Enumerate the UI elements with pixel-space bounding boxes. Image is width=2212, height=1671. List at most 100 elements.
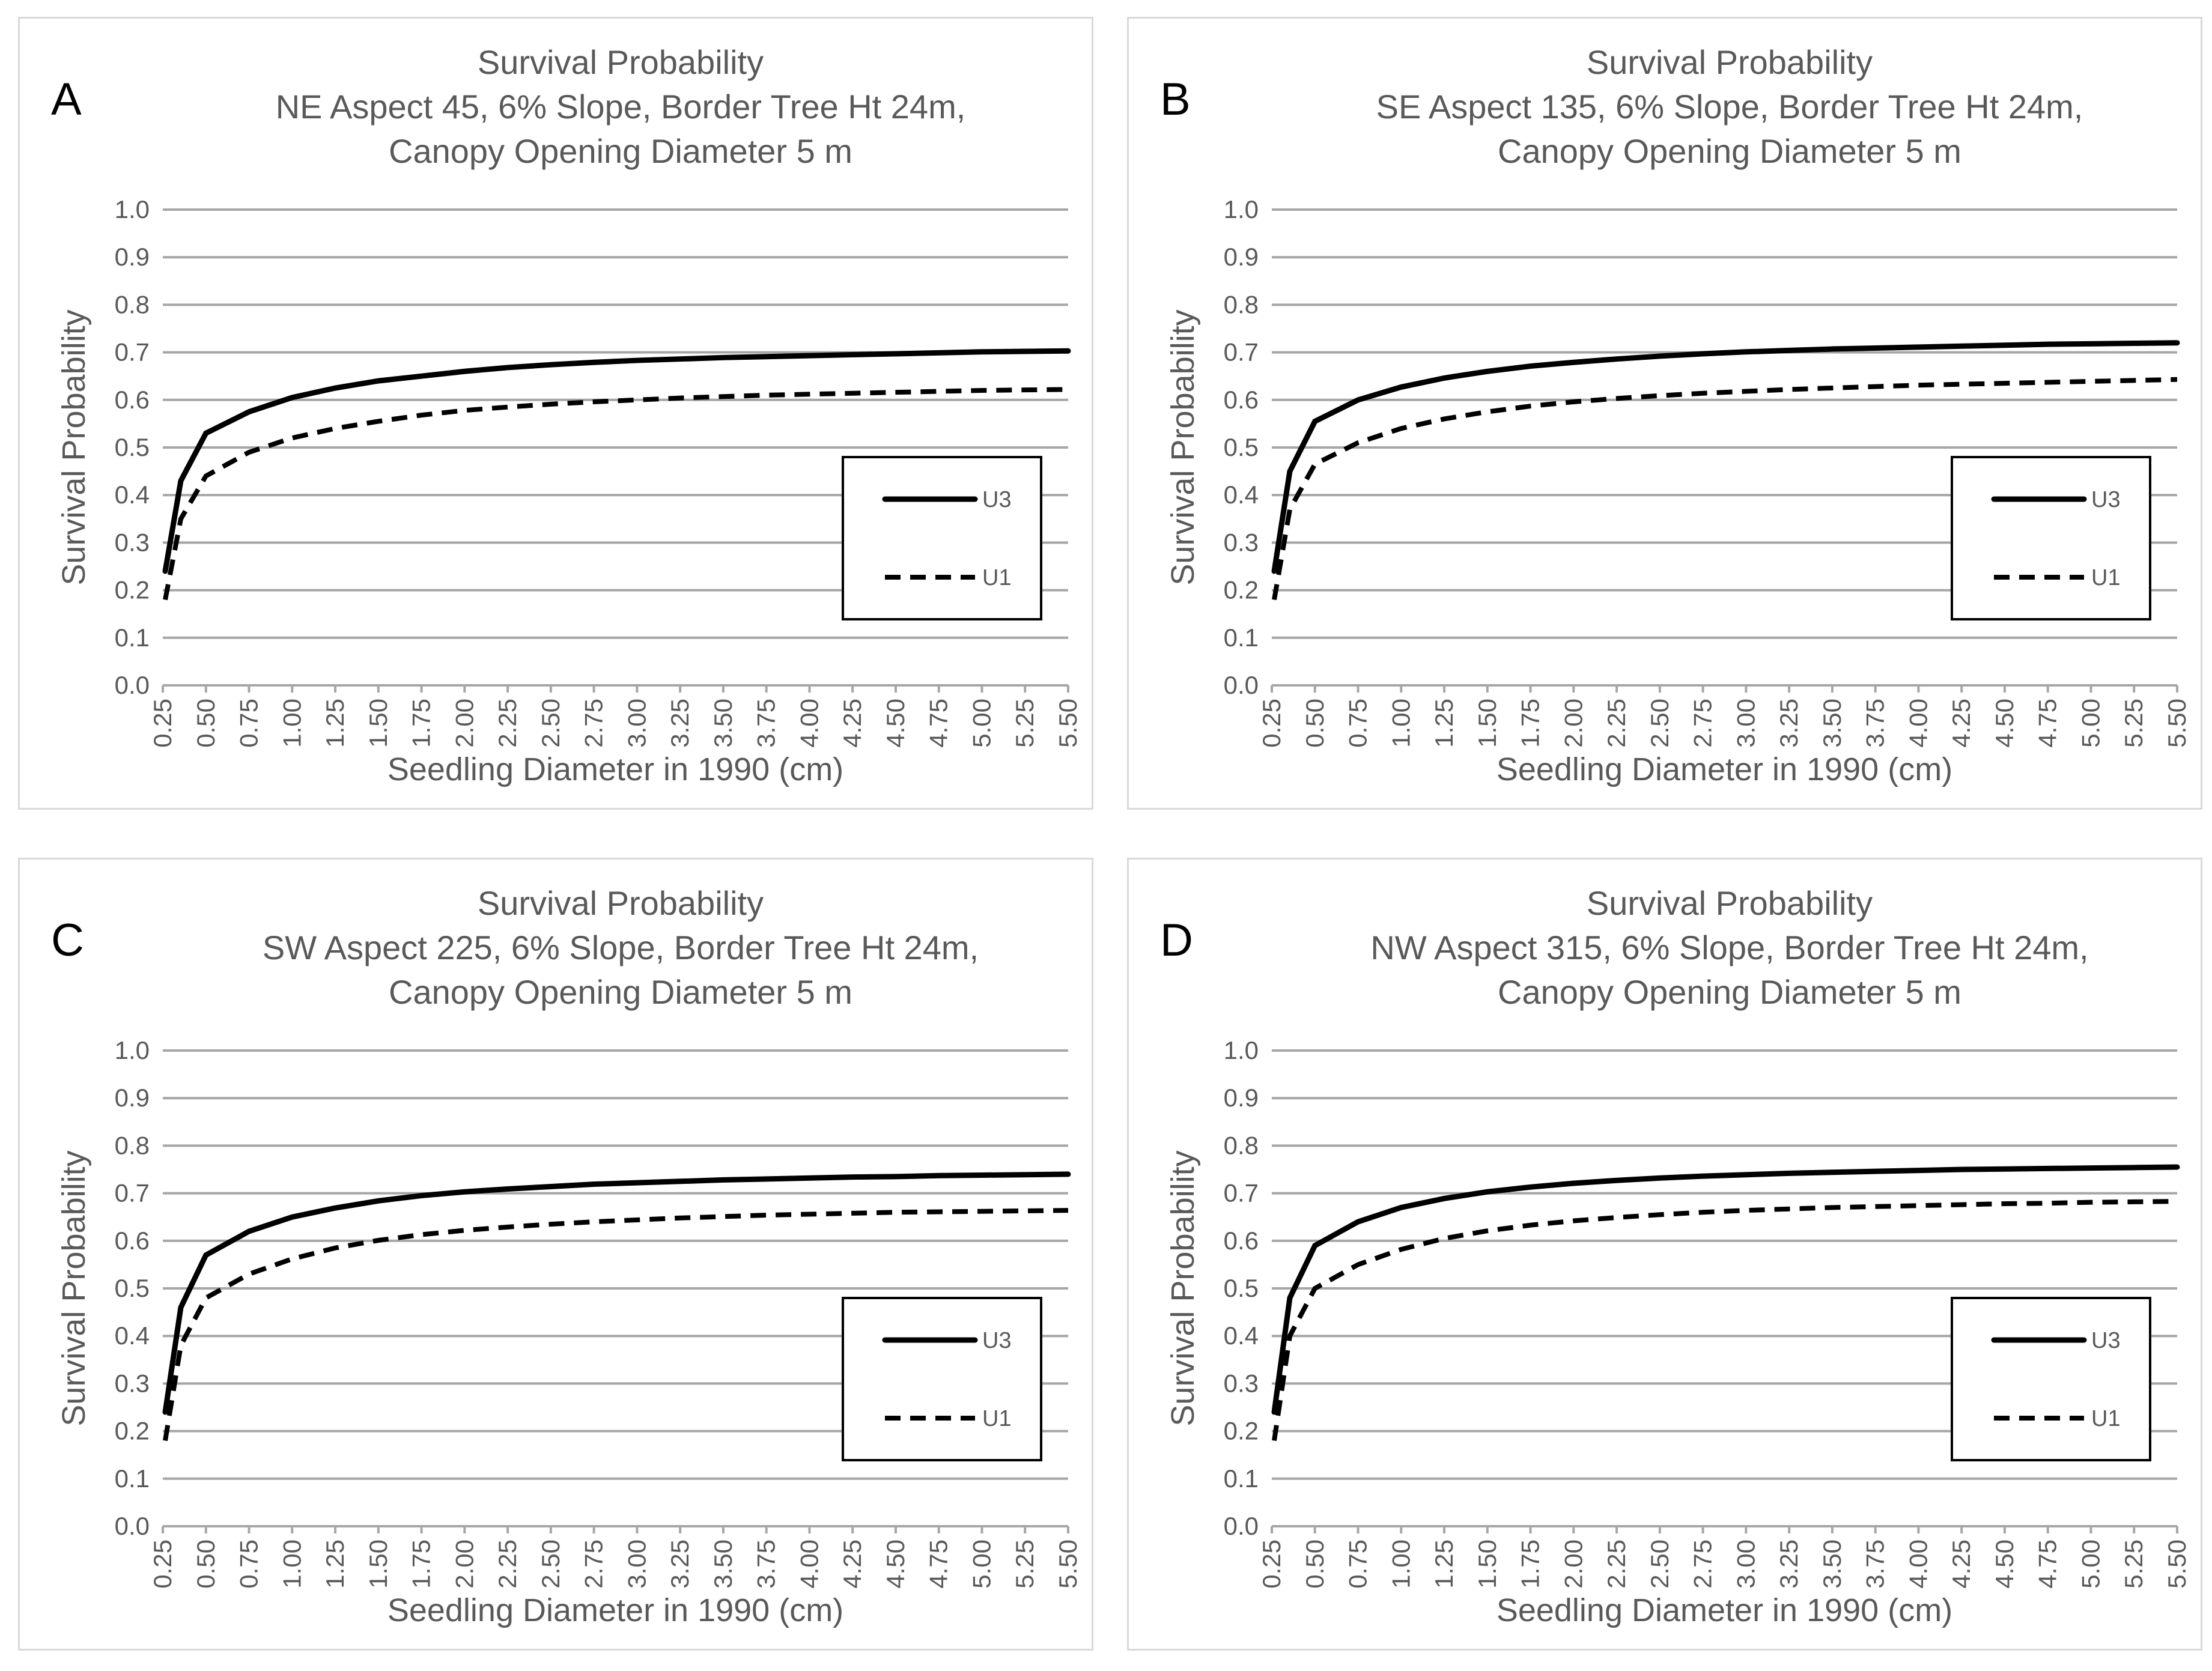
legend-label-u3: U3: [982, 1328, 1012, 1353]
y-tick-label: 0.2: [1224, 576, 1259, 604]
x-tick-label: 5.00: [2076, 1539, 2104, 1589]
y-tick-label: 0.9: [1224, 1084, 1259, 1112]
x-tick-label: 3.00: [1731, 1539, 1760, 1589]
x-tick-label: 1.25: [321, 699, 349, 748]
legend: U3 U1: [842, 1297, 1042, 1461]
gridlines: [163, 208, 1068, 687]
chart-subtitle-line2: Canopy Opening Diameter 5 m: [389, 132, 852, 170]
legend-box: [842, 456, 1042, 620]
y-tick-label: 0.5: [1224, 433, 1259, 461]
x-tick-label: 1.50: [1473, 1539, 1501, 1589]
y-tick-label: 0.0: [115, 671, 150, 699]
x-tick-label: 0.25: [148, 699, 177, 748]
x-tick-label: 5.00: [967, 699, 995, 748]
x-tick-label: 0.50: [1301, 699, 1329, 748]
panel-letter: B: [1160, 74, 1191, 125]
x-tick-label: 3.75: [1861, 699, 1889, 748]
x-tick-label: 0.50: [1301, 1539, 1329, 1589]
x-tick-label: 4.00: [795, 699, 823, 748]
x-tick-label: 2.25: [1602, 699, 1630, 748]
y-tick-label: 0.7: [1224, 338, 1259, 366]
y-tick-label: 0.1: [1224, 1464, 1259, 1493]
y-tick-label: 0.7: [1224, 1179, 1259, 1207]
x-tick-label: 3.75: [752, 699, 780, 748]
legend-label-u1: U1: [2091, 1406, 2121, 1431]
legend-label-u3: U3: [2091, 487, 2121, 512]
x-tick-label: 3.00: [1731, 699, 1760, 748]
panel-letter: D: [1160, 915, 1193, 966]
x-tick-label: 4.75: [2034, 699, 2062, 748]
y-tick-label: 0.6: [115, 1227, 150, 1255]
y-axis-label: Survival Probability: [56, 1150, 92, 1426]
chart-subtitle-line1: NW Aspect 315, 6% Slope, Border Tree Ht …: [1370, 929, 2088, 966]
chart-title: Survival Probability: [1587, 43, 1873, 81]
x-tick-label: 3.25: [1775, 699, 1803, 748]
x-tick-label: 4.75: [2034, 1539, 2062, 1589]
x-tick-label: 4.00: [1904, 1539, 1932, 1589]
x-tick-label: 3.50: [709, 699, 737, 748]
x-tick-label: 0.25: [1257, 699, 1286, 748]
x-tick-label: 4.00: [795, 1539, 823, 1589]
x-tick-label: 4.50: [881, 1539, 910, 1589]
y-tick-label: 0.0: [115, 1512, 150, 1540]
y-axis-label: Survival Probability: [1165, 309, 1201, 585]
x-tick-label: 5.25: [2119, 1539, 2148, 1589]
x-tick-label: 1.25: [1430, 699, 1458, 748]
chart-subtitle-line2: Canopy Opening Diameter 5 m: [1498, 132, 1961, 170]
x-tick-label: 5.50: [2163, 699, 2191, 748]
y-tick-label: 0.4: [115, 481, 150, 509]
x-tick-label: 2.25: [493, 1539, 521, 1589]
x-tick-label: 2.75: [1689, 699, 1717, 748]
y-tick-label: 0.2: [1224, 1417, 1259, 1445]
x-tick-label: 5.00: [967, 1539, 995, 1589]
legend-label-u1: U1: [982, 565, 1012, 590]
x-tick-label: 1.25: [1430, 1539, 1458, 1589]
y-tick-label: 0.6: [1224, 1227, 1259, 1255]
y-tick-label: 1.0: [1224, 1036, 1259, 1064]
x-tick-label: 4.50: [1990, 1539, 2019, 1589]
x-tick-label: 1.00: [278, 699, 306, 748]
y-tick-label: 0.6: [1224, 386, 1259, 414]
y-tick-label: 0.3: [115, 528, 150, 556]
x-tick-label: 1.25: [321, 1539, 349, 1589]
x-tick-label: 2.00: [450, 1539, 478, 1589]
x-tick-label: 3.25: [1775, 1539, 1803, 1589]
y-tick-label: 0.9: [1224, 243, 1259, 271]
chart-subtitle-line2: Canopy Opening Diameter 5 m: [1498, 973, 1961, 1011]
x-tick-label: 2.50: [1645, 699, 1674, 748]
y-tick-label: 1.0: [115, 1036, 150, 1064]
x-tick-label: 1.00: [278, 1539, 306, 1589]
chart-svg: D Survival Probability NW Aspect 315, 6% S…: [1160, 884, 2191, 1628]
y-axis-label: Survival Probability: [1165, 1150, 1201, 1426]
x-tick-label: 1.50: [364, 699, 392, 748]
y-tick-label: 0.7: [115, 338, 150, 366]
chart-svg: A Survival Probability NE Aspect 45, 6% Sl…: [51, 43, 1082, 787]
x-tick-label: 2.75: [580, 1539, 608, 1589]
legend-box: [1951, 1297, 2151, 1461]
y-tick-label: 0.5: [115, 1274, 150, 1302]
chart-panel-a: A Survival Probability NE Aspect 45, 6% Sl…: [18, 17, 1093, 810]
x-tick-label: 4.50: [1990, 699, 2019, 748]
x-tick-label: 4.25: [838, 1539, 866, 1589]
x-tick-label: 4.50: [881, 699, 910, 748]
x-tick-label: 1.00: [1387, 699, 1415, 748]
y-tick-label: 0.5: [1224, 1274, 1259, 1302]
x-axis-label: Seedling Diameter in 1990 (cm): [387, 751, 843, 787]
chart-subtitle-line1: SE Aspect 135, 6% Slope, Border Tree Ht …: [1376, 88, 2083, 126]
x-tick-label: 4.75: [925, 699, 953, 748]
x-tick-label: 3.25: [666, 699, 694, 748]
panel-letter: A: [51, 74, 82, 125]
x-tick-label: 2.00: [450, 699, 478, 748]
y-tick-label: 0.8: [1224, 1131, 1259, 1159]
y-tick-label: 0.4: [1224, 481, 1259, 509]
y-tick-label: 0.8: [115, 290, 150, 318]
y-tick-label: 0.5: [115, 433, 150, 461]
x-axis-label: Seedling Diameter in 1990 (cm): [1496, 1592, 1952, 1628]
x-tick-label: 5.25: [2119, 699, 2148, 748]
chart-title: Survival Probability: [1587, 884, 1873, 922]
x-tick-label: 4.25: [1947, 1539, 1975, 1589]
x-tick-label: 5.25: [1010, 699, 1039, 748]
x-tick-label: 3.00: [622, 699, 651, 748]
x-tick-label: 2.50: [536, 699, 565, 748]
x-tick-label: 3.50: [709, 1539, 737, 1589]
